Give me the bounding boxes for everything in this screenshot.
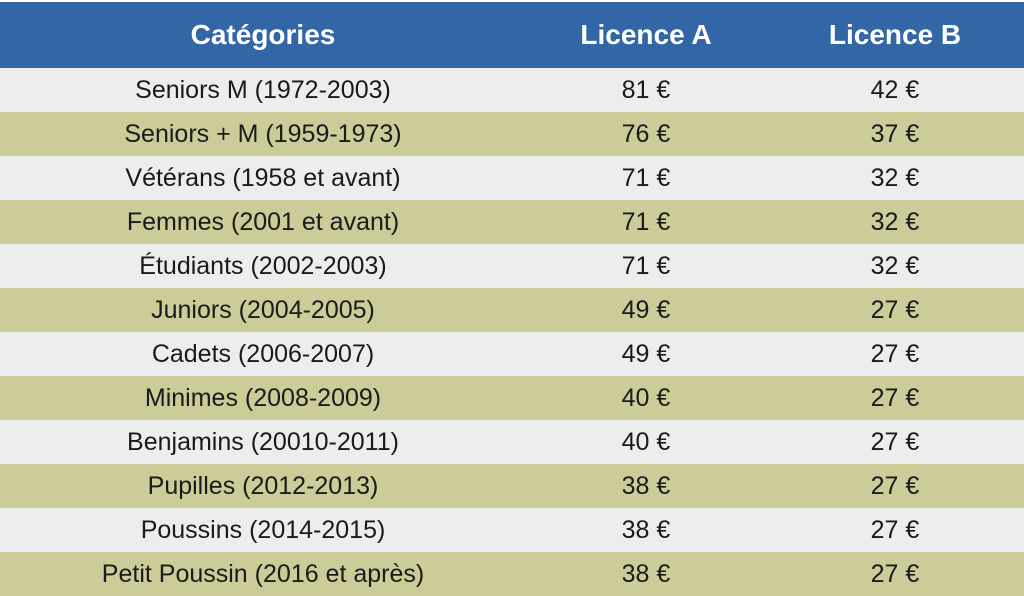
licence-b-cell: 27 € xyxy=(870,515,920,544)
licence-a-cell: 49 € xyxy=(621,339,671,368)
table-row: Vétérans (1958 et avant) 71 € 32 € xyxy=(0,156,1024,200)
licence-b-cell: 27 € xyxy=(870,295,920,324)
licence-b-cell: 27 € xyxy=(870,471,920,500)
category-cell: Petit Poussin (2016 et après) xyxy=(101,559,425,588)
licence-b-cell: 32 € xyxy=(870,251,920,280)
table-row: Petit Poussin (2016 et après) 38 € 27 € xyxy=(0,552,1024,596)
licence-a-cell: 38 € xyxy=(621,471,671,500)
licence-a-cell: 40 € xyxy=(621,383,671,412)
licence-b-cell: 32 € xyxy=(870,207,920,236)
category-cell: Seniors + M (1959-1973) xyxy=(124,119,402,148)
table-row: Étudiants (2002-2003) 71 € 32 € xyxy=(0,244,1024,288)
licence-a-cell: 49 € xyxy=(621,295,671,324)
licence-a-cell: 81 € xyxy=(621,75,671,104)
table-row: Pupilles (2012-2013) 38 € 27 € xyxy=(0,464,1024,508)
licence-a-cell: 38 € xyxy=(621,515,671,544)
table-row: Benjamins (20010-2011) 40 € 27 € xyxy=(0,420,1024,464)
licence-a-cell: 40 € xyxy=(621,427,671,456)
table-body: Seniors M (1972-2003) 81 € 42 € Seniors + M… xyxy=(0,68,1024,596)
licence-b-cell: 37 € xyxy=(870,119,920,148)
table-row: Juniors (2004-2005) 49 € 27 € xyxy=(0,288,1024,332)
licence-b-cell: 27 € xyxy=(870,559,920,588)
header-categories: Catégories xyxy=(190,19,336,50)
table-header: Catégories Licence A Licence B xyxy=(0,0,1024,68)
licence-a-cell: 71 € xyxy=(621,251,671,280)
category-cell: Seniors M (1972-2003) xyxy=(135,75,391,104)
licence-a-cell: 71 € xyxy=(621,207,671,236)
licence-b-cell: 27 € xyxy=(870,383,920,412)
licence-a-cell: 76 € xyxy=(621,119,671,148)
header-licence-a: Licence A xyxy=(580,19,712,50)
table-row: Poussins (2014-2015) 38 € 27 € xyxy=(0,508,1024,552)
header-licence-b: Licence B xyxy=(828,19,962,50)
category-cell: Juniors (2004-2005) xyxy=(151,295,375,324)
table-row: Seniors M (1972-2003) 81 € 42 € xyxy=(0,68,1024,112)
category-cell: Poussins (2014-2015) xyxy=(140,515,386,544)
licence-b-cell: 27 € xyxy=(870,427,920,456)
category-cell: Minimes (2008-2009) xyxy=(144,383,382,412)
category-cell: Benjamins (20010-2011) xyxy=(127,427,399,456)
category-cell: Étudiants (2002-2003) xyxy=(139,251,387,280)
table-row: Minimes (2008-2009) 40 € 27 € xyxy=(0,376,1024,420)
licence-b-cell: 27 € xyxy=(870,339,920,368)
licence-b-cell: 42 € xyxy=(870,75,920,104)
category-cell: Pupilles (2012-2013) xyxy=(147,471,379,500)
table-row: Femmes (2001 et avant) 71 € 32 € xyxy=(0,200,1024,244)
licence-a-cell: 71 € xyxy=(621,163,671,192)
table-row: Seniors + M (1959-1973) 76 € 37 € xyxy=(0,112,1024,156)
licence-b-cell: 32 € xyxy=(870,163,920,192)
table-row: Cadets (2006-2007) 49 € 27 € xyxy=(0,332,1024,376)
category-cell: Femmes (2001 et avant) xyxy=(126,207,400,236)
category-cell: Cadets (2006-2007) xyxy=(151,339,375,368)
licence-a-cell: 38 € xyxy=(621,559,671,588)
category-cell: Vétérans (1958 et avant) xyxy=(125,163,401,192)
